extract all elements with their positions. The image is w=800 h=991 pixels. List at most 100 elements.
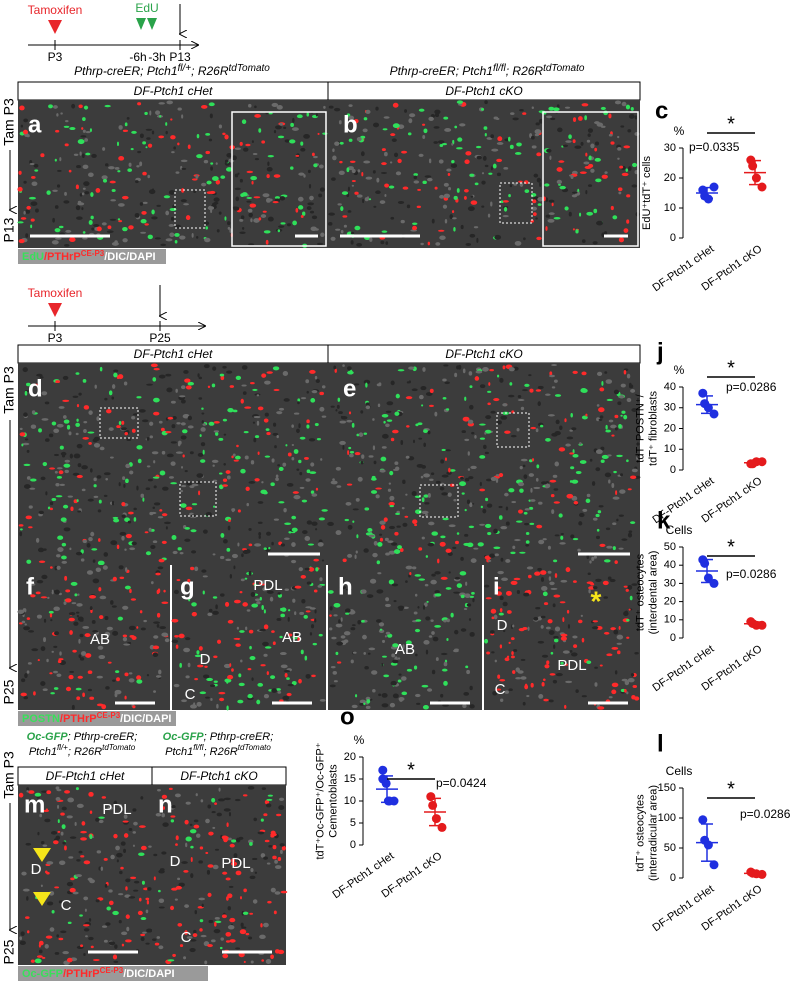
- y-tick-label: 30: [664, 142, 676, 154]
- micrograph-texture: [447, 492, 452, 497]
- micrograph-texture: [614, 670, 618, 675]
- micrograph-texture: [246, 609, 251, 612]
- micrograph-texture: [155, 110, 161, 115]
- micrograph-texture: [355, 550, 358, 554]
- micrograph-texture: [212, 464, 215, 467]
- micrograph-texture: [579, 171, 587, 174]
- micrograph-texture: [632, 162, 638, 168]
- micrograph-texture: [152, 506, 156, 510]
- micrograph-texture: [266, 531, 271, 536]
- micrograph-texture: [244, 455, 249, 460]
- micrograph-texture: [257, 682, 264, 687]
- micrograph-texture: [59, 157, 62, 162]
- stain-legend: EdU/PTHrPCE-P3/DIC/DAPI: [22, 249, 156, 263]
- micrograph-texture: [465, 151, 472, 156]
- micrograph-texture: [417, 422, 423, 426]
- micrograph-texture: [89, 128, 92, 133]
- genotype-text: Ptch1: [165, 746, 193, 758]
- micrograph-texture: [112, 516, 119, 520]
- micrograph-texture: [397, 369, 405, 372]
- micrograph-texture: [536, 464, 540, 469]
- micrograph-texture: [83, 181, 90, 187]
- micrograph-texture: [190, 566, 195, 571]
- micrograph-texture: [78, 850, 83, 854]
- micrograph-texture: [503, 167, 509, 170]
- micrograph-texture: [89, 810, 93, 814]
- micrograph-texture: [379, 537, 384, 542]
- micrograph-texture: [137, 458, 142, 464]
- micrograph-texture: [131, 416, 136, 420]
- micrograph-texture: [524, 522, 530, 526]
- micrograph-texture: [533, 173, 539, 178]
- micrograph-texture: [357, 476, 363, 482]
- micrograph-texture: [240, 922, 244, 928]
- micrograph-texture: [161, 632, 169, 637]
- unit-label: %: [674, 363, 685, 377]
- micrograph-texture: [214, 848, 220, 851]
- micrograph-texture: [269, 596, 274, 602]
- micrograph-texture: [242, 794, 248, 797]
- micrograph-texture: [364, 197, 369, 202]
- micrograph-texture: [482, 367, 489, 372]
- micrograph-texture: [502, 214, 509, 218]
- micrograph-texture: [120, 866, 124, 870]
- micrograph-texture: [523, 474, 528, 479]
- micrograph-texture: [340, 635, 346, 639]
- micrograph-texture: [229, 917, 236, 923]
- micrograph-texture: [287, 609, 291, 612]
- micrograph-texture: [372, 445, 376, 451]
- micrograph-texture: [133, 507, 137, 511]
- micrograph-texture: [280, 543, 286, 547]
- micrograph-texture: [82, 692, 85, 698]
- micrograph-texture: [423, 128, 428, 134]
- stain-legend: POSTN/PTHrPCE-P3/DIC/DAPI: [22, 711, 172, 725]
- y-tick-label: 0: [670, 632, 676, 644]
- micrograph-texture: [427, 542, 435, 547]
- time-label: P25: [149, 331, 171, 345]
- side-label: P13: [1, 217, 17, 242]
- micrograph-texture: [362, 128, 368, 133]
- micrograph-texture: [253, 196, 261, 199]
- micrograph-texture: [65, 589, 71, 593]
- micrograph-texture: [333, 602, 341, 608]
- micrograph-texture: [148, 527, 152, 532]
- micrograph-texture: [207, 206, 215, 210]
- micrograph-texture: [235, 643, 241, 647]
- micrograph-texture: [452, 546, 457, 549]
- micrograph-texture: [349, 451, 355, 454]
- micrograph-texture: [118, 919, 122, 924]
- y-tick-label: 20: [664, 422, 676, 434]
- micrograph-texture: [159, 470, 166, 476]
- stain-text: /DIC/DAPI: [104, 251, 155, 263]
- micrograph-texture: [596, 122, 604, 127]
- micrograph-texture: [162, 806, 165, 810]
- micrograph-texture: [168, 787, 173, 790]
- micrograph-texture: [335, 530, 342, 536]
- micrograph-texture: [526, 694, 530, 698]
- micrograph-texture: [299, 486, 305, 489]
- micrograph-texture: [273, 130, 277, 134]
- micrograph-texture: [227, 226, 231, 230]
- micrograph-texture: [152, 540, 158, 543]
- micrograph-texture: [21, 443, 24, 447]
- micrograph-texture: [542, 485, 546, 488]
- micrograph-texture: [343, 639, 349, 644]
- micrograph-texture: [592, 241, 598, 245]
- micrograph-texture: [596, 528, 600, 532]
- micrograph-texture: [227, 924, 235, 930]
- micrograph-texture: [381, 413, 389, 418]
- micrograph-texture: [54, 886, 60, 889]
- micrograph-texture: [423, 494, 429, 498]
- micrograph-texture: [553, 379, 558, 383]
- micrograph-texture: [354, 554, 357, 560]
- micrograph-texture: [289, 139, 296, 144]
- micrograph-texture: [395, 393, 400, 399]
- micrograph-texture: [522, 701, 526, 706]
- micrograph-texture: [634, 475, 641, 479]
- micrograph-texture: [428, 116, 434, 122]
- micrograph-texture: [632, 685, 638, 688]
- micrograph-texture: [121, 514, 126, 518]
- micrograph-texture: [199, 928, 203, 932]
- micrograph-texture: [315, 379, 320, 384]
- micrograph-texture: [377, 403, 381, 408]
